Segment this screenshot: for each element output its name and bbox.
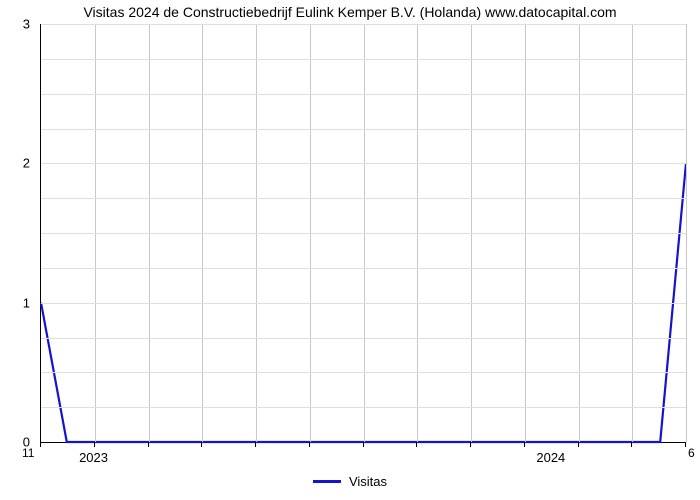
x-tick-label: 2023 [79, 450, 108, 465]
corner-bottom-right: 6 [688, 446, 695, 460]
legend-swatch [313, 480, 341, 483]
x-minor-tick [631, 442, 632, 447]
grid-line-horizontal [41, 268, 686, 269]
chart-title: Visitas 2024 de Constructiebedrijf Eulin… [0, 4, 700, 20]
x-tick-label: 2024 [536, 450, 565, 465]
legend: Visitas [0, 474, 700, 489]
x-minor-tick [255, 442, 256, 447]
grid-line-horizontal [41, 94, 686, 95]
grid-line-horizontal [41, 163, 686, 164]
grid-line-horizontal [41, 198, 686, 199]
x-minor-tick [94, 442, 95, 447]
grid-line-horizontal [41, 303, 686, 304]
y-tick-label: 1 [0, 295, 30, 310]
grid-line-horizontal [41, 338, 686, 339]
y-tick-label: 3 [0, 17, 30, 32]
grid-line-horizontal [41, 372, 686, 373]
x-minor-tick [309, 442, 310, 447]
grid-line-vertical [686, 24, 687, 442]
x-minor-tick [40, 442, 41, 447]
x-minor-tick [470, 442, 471, 447]
legend-label: Visitas [349, 474, 387, 489]
x-minor-tick [416, 442, 417, 447]
y-tick-label: 2 [0, 156, 30, 171]
grid-line-horizontal [41, 407, 686, 408]
x-minor-tick [685, 442, 686, 447]
grid-line-horizontal [41, 59, 686, 60]
grid-line-horizontal [41, 233, 686, 234]
x-minor-tick [148, 442, 149, 447]
x-minor-tick [201, 442, 202, 447]
y-tick-label: 0 [0, 435, 30, 450]
grid-line-horizontal [41, 129, 686, 130]
chart-container: Visitas 2024 de Constructiebedrijf Eulin… [0, 0, 700, 500]
x-minor-tick [524, 442, 525, 447]
x-minor-tick [578, 442, 579, 447]
x-minor-tick [363, 442, 364, 447]
grid-line-horizontal [41, 24, 686, 25]
plot-area [40, 24, 686, 443]
